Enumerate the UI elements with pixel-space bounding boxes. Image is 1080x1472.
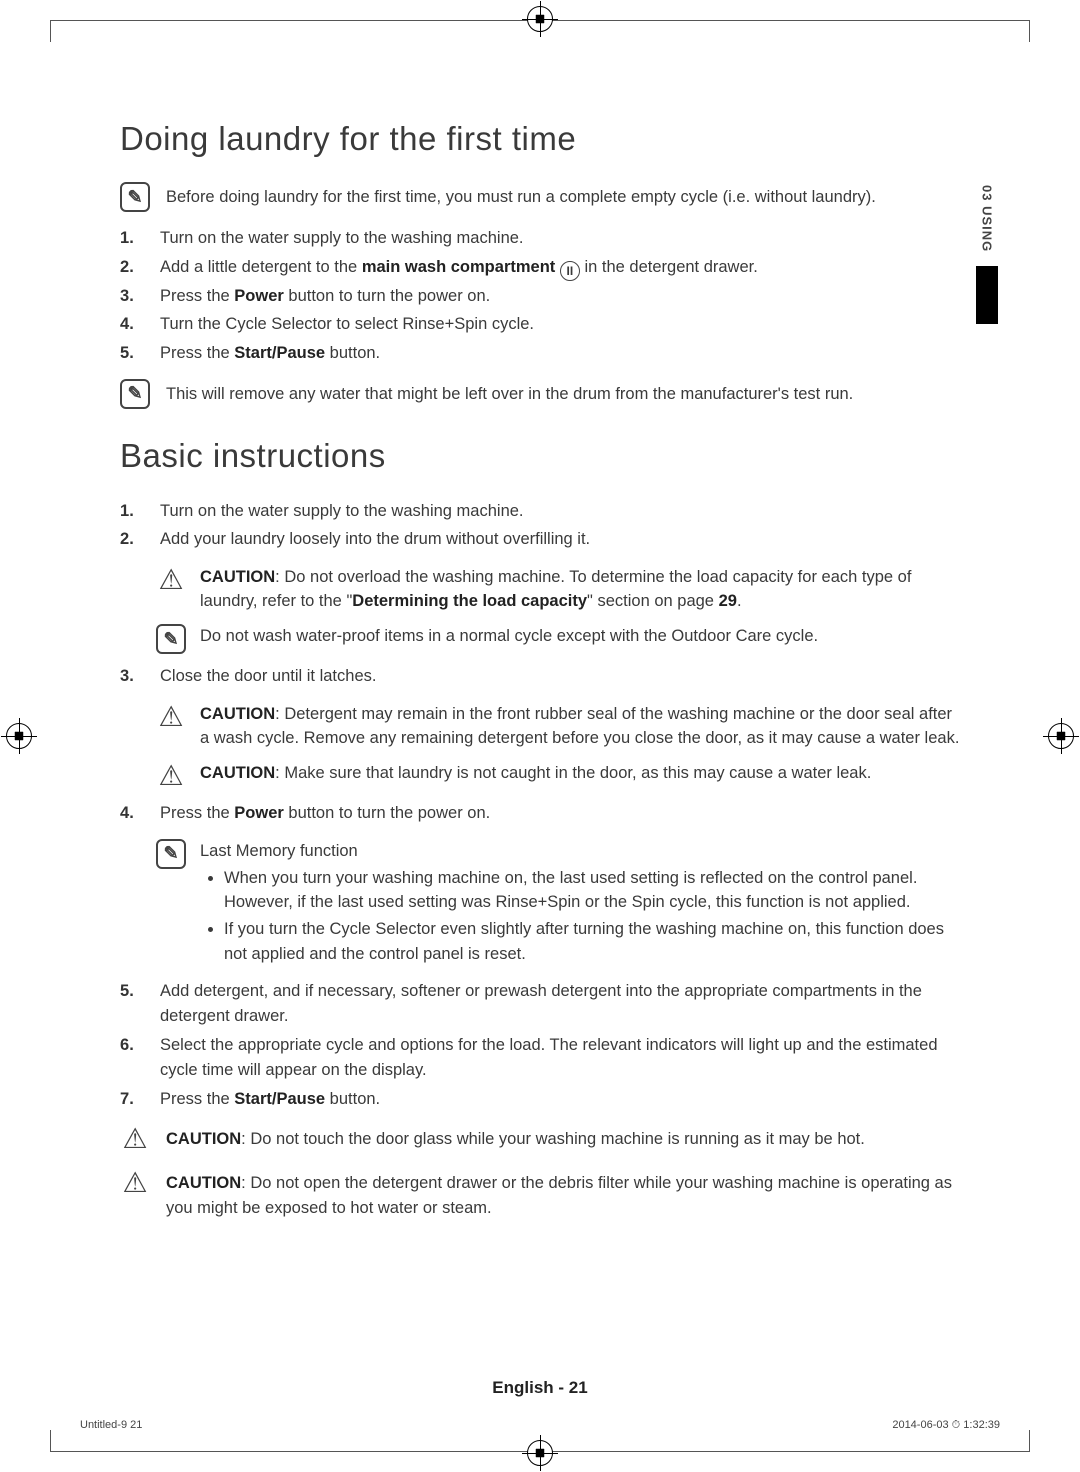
section-tab-marker	[976, 266, 998, 324]
note-last-memory-title: Last Memory function	[200, 839, 960, 864]
caution-icon: ⚠	[156, 565, 186, 595]
print-meta-left: Untitled-9 21	[80, 1419, 142, 1432]
step-text: Turn the Cycle Selector to select Rinse+…	[160, 312, 960, 338]
caution-drawer: ⚠ CAUTION: Do not open the detergent dra…	[120, 1168, 960, 1221]
page-number: English - 21	[492, 1378, 587, 1397]
note-bullet: When you turn your washing machine on, t…	[224, 866, 960, 916]
caution-detergent-seal: ⚠ CAUTION: Detergent may remain in the f…	[156, 702, 960, 752]
step-text: Add detergent, and if necessary, softene…	[160, 979, 960, 1030]
basic-steps: Turn on the water supply to the washing …	[120, 499, 960, 553]
registration-mark-bottom	[527, 1440, 553, 1466]
page-footer: English - 21	[0, 1378, 1080, 1398]
caution-icon: ⚠	[120, 1124, 150, 1154]
step-text: Turn on the water supply to the washing …	[160, 499, 960, 525]
step-text: Close the door until it latches.	[160, 664, 960, 690]
caution-overload-text: CAUTION: Do not overload the washing mac…	[200, 565, 960, 615]
caution-door: ⚠ CAUTION: Make sure that laundry is not…	[156, 761, 960, 791]
page-content: Doing laundry for the first time ✎ Befor…	[120, 120, 960, 1235]
step-text: Press the Start/Pause button.	[160, 1087, 960, 1113]
first-time-steps: Turn on the water supply to the washing …	[120, 226, 960, 367]
note-waterproof: ✎ Do not wash water-proof items in a nor…	[156, 624, 960, 654]
caution-hot-glass: ⚠ CAUTION: Do not touch the door glass w…	[120, 1124, 960, 1154]
section-tab-label: 03 USING	[980, 185, 995, 252]
basic-steps-cont: Close the door until it latches.	[120, 664, 960, 690]
heading-basic: Basic instructions	[120, 437, 960, 475]
step-text: Add your laundry loosely into the drum w…	[160, 527, 960, 553]
caution-icon: ⚠	[156, 761, 186, 791]
heading-first-time: Doing laundry for the first time	[120, 120, 960, 158]
note-manufacturer: ✎ This will remove any water that might …	[120, 379, 960, 409]
caution-hot-glass-text: CAUTION: Do not touch the door glass whi…	[166, 1124, 960, 1152]
registration-mark-right	[1048, 723, 1074, 749]
note-icon: ✎	[156, 624, 186, 654]
note-icon: ✎	[156, 839, 186, 869]
note-icon: ✎	[120, 182, 150, 212]
step-text: Press the Power button to turn the power…	[160, 284, 960, 310]
note-intro: ✎ Before doing laundry for the first tim…	[120, 182, 960, 212]
print-meta: Untitled-9 21 2014-06-03 ⏱ 1:32:39	[80, 1419, 1000, 1432]
step-text: Press the Power button to turn the power…	[160, 801, 960, 827]
basic-steps-cont2: Press the Power button to turn the power…	[120, 801, 960, 827]
note-manufacturer-text: This will remove any water that might be…	[166, 379, 960, 407]
note-last-memory: ✎ Last Memory function When you turn you…	[156, 839, 960, 969]
note-intro-text: Before doing laundry for the first time,…	[166, 182, 960, 210]
caution-detergent-seal-text: CAUTION: Detergent may remain in the fro…	[200, 702, 960, 752]
caution-overload: ⚠ CAUTION: Do not overload the washing m…	[156, 565, 960, 615]
note-icon: ✎	[120, 379, 150, 409]
note-waterproof-text: Do not wash water-proof items in a norma…	[200, 624, 960, 649]
step-text: Add a little detergent to the main wash …	[160, 255, 960, 281]
caution-drawer-text: CAUTION: Do not open the detergent drawe…	[166, 1168, 960, 1221]
section-tab: 03 USING	[976, 185, 998, 324]
caution-icon: ⚠	[156, 702, 186, 732]
note-bullet: If you turn the Cycle Selector even slig…	[224, 917, 960, 967]
caution-icon: ⚠	[120, 1168, 150, 1198]
registration-mark-top	[527, 6, 553, 32]
basic-steps-cont3: Add detergent, and if necessary, softene…	[120, 979, 960, 1113]
step-text: Press the Start/Pause button.	[160, 341, 960, 367]
step-text: Turn on the water supply to the washing …	[160, 226, 960, 252]
registration-mark-left	[6, 723, 32, 749]
step-text: Select the appropriate cycle and options…	[160, 1033, 960, 1084]
print-meta-right: 2014-06-03 ⏱ 1:32:39	[892, 1419, 1000, 1432]
caution-door-text: CAUTION: Make sure that laundry is not c…	[200, 761, 960, 786]
